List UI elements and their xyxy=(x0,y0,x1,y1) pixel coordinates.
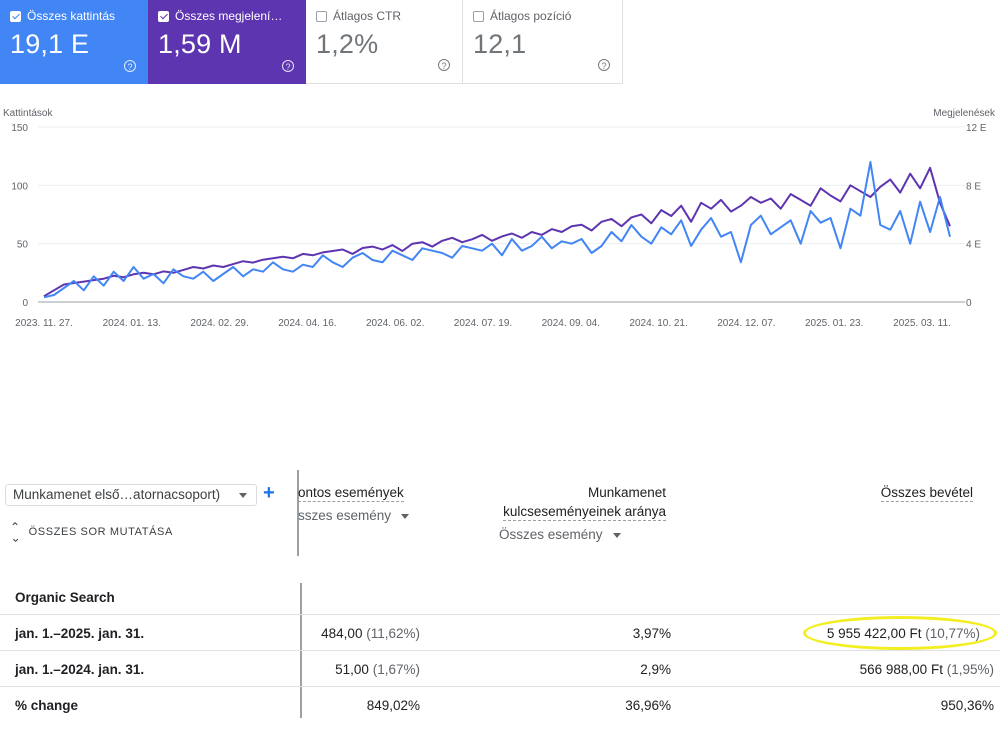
checkbox-icon[interactable] xyxy=(10,10,21,22)
row-label: jan. 1.–2024. jan. 31. xyxy=(15,662,145,677)
column-title-line2: kulcseseményeinek aránya xyxy=(503,504,666,521)
metric-value: 1,2% xyxy=(316,29,379,59)
dropdown-arrow-icon xyxy=(612,532,621,538)
row-divider xyxy=(0,686,1000,687)
column-metric-dropdown[interactable]: Összes esemény xyxy=(499,527,621,542)
checkbox-icon[interactable] xyxy=(316,10,327,22)
add-dimension-button[interactable]: + xyxy=(263,482,275,504)
metric-label: Összes megjelení… xyxy=(175,9,283,23)
metric-card-header: Átlagos CTR xyxy=(316,9,452,23)
cell-percent: (1,67%) xyxy=(372,662,420,677)
column-title: ontos események xyxy=(298,485,404,502)
x-tick-label: 2024. 07. 19. xyxy=(454,318,512,329)
row-divider xyxy=(0,614,1000,615)
cell-value: 51,00 xyxy=(335,662,369,677)
column-header-key-event-rate-line2: kulcseseményeinek aránya xyxy=(500,504,666,521)
highlight-ellipse xyxy=(803,616,997,650)
y-right-tick-label: 0 xyxy=(966,298,972,309)
metric-card-header: Összes kattintás xyxy=(10,9,138,23)
column-sub-label: Összes esemény xyxy=(499,527,603,542)
y-left-tick-label: 0 xyxy=(22,298,28,309)
table-cell: 484,00 (11,62%) xyxy=(321,626,420,641)
table-cell: 36,96% xyxy=(625,698,671,713)
row-label: % change xyxy=(15,698,79,713)
x-tick-label: 2024. 06. 02. xyxy=(366,318,424,329)
y-left-axis-title: Kattintások xyxy=(3,108,53,119)
x-tick-label: 2024. 01. 13. xyxy=(103,318,161,329)
y-left-tick-label: 100 xyxy=(11,181,28,192)
dropdown-arrow-icon xyxy=(401,513,410,519)
series-line-clicks xyxy=(43,161,951,299)
y-right-axis-title: Megjelenések xyxy=(933,108,996,119)
series-lines xyxy=(43,161,951,299)
gridlines xyxy=(38,126,965,303)
metric-card-clicks[interactable]: Összes kattintás 19,1 E ? xyxy=(0,0,148,84)
y-right-tick-label: 12 E xyxy=(966,123,987,134)
help-icon[interactable]: ? xyxy=(598,59,610,71)
metric-label: Átlagos CTR xyxy=(333,9,402,23)
column-divider[interactable] xyxy=(297,470,299,556)
checkbox-icon[interactable] xyxy=(158,10,169,22)
help-icon[interactable]: ? xyxy=(124,60,136,72)
metric-value: 19,1 E xyxy=(10,29,90,59)
table-cell: 2,9% xyxy=(640,662,671,677)
column-header-key-event-rate[interactable]: Munkamenet xyxy=(500,485,666,500)
column-header-key-events[interactable]: ontos események xyxy=(298,485,404,502)
y-right-tick-label: 8 E xyxy=(966,181,981,192)
series-line-impressions xyxy=(43,166,951,298)
cell-value: 484,00 xyxy=(321,626,363,641)
row-divider xyxy=(0,650,1000,651)
performance-chart: Kattintások Megjelenések 150 12 E 100 8 E 50… xyxy=(3,108,996,329)
x-tick-label: 2024. 09. 04. xyxy=(542,318,600,329)
table-cell: 950,36% xyxy=(940,698,994,713)
x-tick-label: 2024. 12. 07. xyxy=(717,318,775,329)
column-title-line1: Munkamenet xyxy=(587,485,666,500)
metric-value: 1,59 M xyxy=(158,29,242,59)
metric-card-header: Átlagos pozíció xyxy=(473,9,612,23)
metric-value: 12,1 xyxy=(473,29,527,59)
help-icon[interactable]: ? xyxy=(282,60,294,72)
table-cell: 566 988,00 Ft (1,95%) xyxy=(860,662,994,677)
column-header-total-revenue[interactable]: Összes bevétel xyxy=(800,485,973,502)
column-sub-label: sszes esemény xyxy=(298,508,392,523)
help-icon[interactable]: ? xyxy=(438,59,450,71)
cell-value: 566 988,00 Ft xyxy=(859,662,943,677)
x-tick-label: 2025. 01. 23. xyxy=(805,318,863,329)
cell-percent: (1,95%) xyxy=(946,662,994,677)
table-cell: 849,02% xyxy=(366,698,420,713)
expand-collapse-icon: ⌃ ⌃ xyxy=(10,520,21,544)
group-label: Organic Search xyxy=(15,590,115,605)
y-left-tick-label: 50 xyxy=(17,240,29,251)
dimension-dropdown[interactable]: Munkamenet első…atornacsoport) xyxy=(5,484,257,506)
column-metric-dropdown[interactable]: sszes esemény xyxy=(298,508,410,523)
metric-label: Összes kattintás xyxy=(27,9,116,23)
x-tick-labels: 2023. 11. 27. 2024. 01. 13. 2024. 02. 29. 2… xyxy=(15,318,951,329)
show-all-rows-label: ÖSSZES SOR MUTATÁSA xyxy=(28,526,173,538)
y-right-tick-label: 4 E xyxy=(966,240,981,251)
y-tick-labels: 150 12 E 100 8 E 50 4 E 0 0 xyxy=(11,123,987,309)
y-left-tick-label: 150 xyxy=(11,123,28,134)
cell-percent: (11,62%) xyxy=(366,626,420,641)
table-cell: 51,00 (1,67%) xyxy=(335,662,420,677)
checkbox-icon[interactable] xyxy=(473,10,484,22)
metric-card-header: Összes megjelení… xyxy=(158,9,296,23)
metric-card-impressions[interactable]: Összes megjelení… 1,59 M ? xyxy=(148,0,306,84)
metric-card-position[interactable]: Átlagos pozíció 12,1 ? xyxy=(463,0,623,84)
x-tick-label: 2024. 02. 29. xyxy=(190,318,248,329)
row-label: jan. 1.–2025. jan. 31. xyxy=(15,626,145,641)
dropdown-arrow-icon xyxy=(239,493,247,498)
metric-card-ctr[interactable]: Átlagos CTR 1,2% ? xyxy=(306,0,463,84)
column-title: Összes bevétel xyxy=(880,485,973,502)
metric-cards: Összes kattintás 19,1 E ? Összes megjele… xyxy=(0,0,623,84)
x-tick-label: 2025. 03. 11. xyxy=(893,318,951,329)
x-tick-label: 2024. 10. 21. xyxy=(629,318,687,329)
dimension-dropdown-value: Munkamenet első…atornacsoport) xyxy=(13,487,221,502)
x-tick-label: 2023. 11. 27. xyxy=(15,318,73,329)
table-cell: 3,97% xyxy=(632,626,671,641)
x-tick-label: 2024. 04. 16. xyxy=(278,318,336,329)
metric-label: Átlagos pozíció xyxy=(490,9,572,23)
show-all-rows-button[interactable]: ⌃ ⌃ ÖSSZES SOR MUTATÁSA xyxy=(10,520,173,544)
